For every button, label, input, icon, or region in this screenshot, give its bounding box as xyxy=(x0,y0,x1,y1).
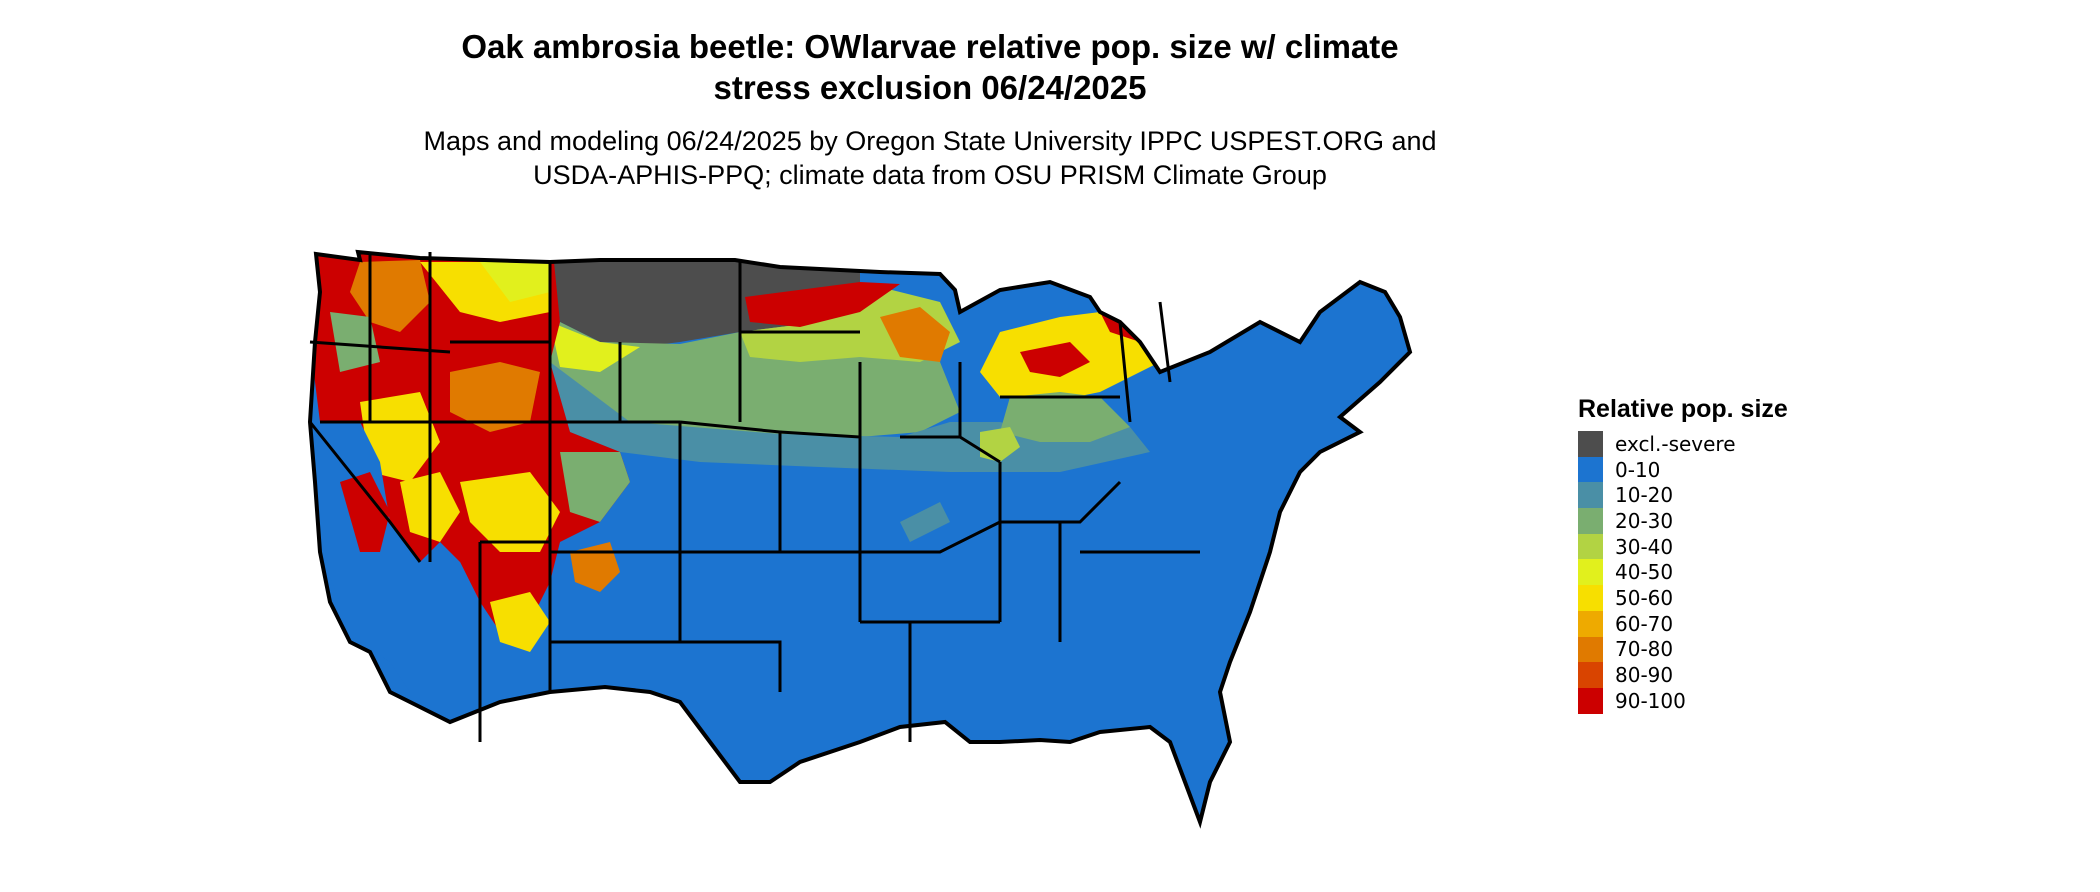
zone-50-60-colorado xyxy=(460,472,560,552)
zone-50-60-idaho xyxy=(360,392,440,482)
legend-item: 70-80 xyxy=(1578,636,1788,663)
legend-label: 0-10 xyxy=(1615,457,1661,482)
zone-30-40-appalachia xyxy=(980,427,1020,462)
zone-20-30-co-plains xyxy=(560,452,630,522)
legend-label: 90-100 xyxy=(1615,688,1686,713)
legend-item: 30-40 xyxy=(1578,533,1788,560)
legend-item: 80-90 xyxy=(1578,662,1788,688)
legend-swatch xyxy=(1578,687,1603,714)
legend-label: 50-60 xyxy=(1615,585,1674,610)
legend-item: 0-10 xyxy=(1578,456,1788,483)
legend-swatch xyxy=(1578,662,1603,688)
legend-label: 70-80 xyxy=(1615,637,1674,662)
zone-50-60-arizona xyxy=(490,592,550,652)
risk-raster xyxy=(310,252,1410,822)
legend-item: 10-20 xyxy=(1578,482,1788,509)
legend-label: excl.-severe xyxy=(1615,431,1736,456)
legend-label: 10-20 xyxy=(1615,483,1674,508)
legend: Relative pop. size excl.-severe 0-10 10-20… xyxy=(1578,394,1788,714)
legend-label: 60-70 xyxy=(1615,611,1674,636)
title-line-1: Oak ambrosia beetle: OWlarvae relative p… xyxy=(461,28,1399,65)
legend-item: 20-30 xyxy=(1578,508,1788,534)
map-title: Oak ambrosia beetle: OWlarvae relative p… xyxy=(380,26,1480,108)
legend-label: 80-90 xyxy=(1615,663,1674,688)
zone-70-80-wyoming xyxy=(450,362,540,432)
zone-70-80-michigan xyxy=(880,307,950,362)
legend-swatch xyxy=(1578,585,1603,611)
legend-item: 60-70 xyxy=(1578,610,1788,637)
legend-item: excl.-severe xyxy=(1578,431,1788,457)
legend-label: 20-30 xyxy=(1615,508,1674,533)
zone-20-30-cascades xyxy=(330,312,380,372)
zone-90-100-adirondacks xyxy=(1020,342,1090,377)
us-map xyxy=(308,250,1412,824)
legend-item: 40-50 xyxy=(1578,559,1788,586)
zone-90-100-maine xyxy=(1100,252,1200,342)
zone-40-50-plains xyxy=(550,322,640,372)
legend-item: 50-60 xyxy=(1578,585,1788,611)
legend-swatch xyxy=(1578,482,1603,509)
zone-40-50-montana xyxy=(480,262,550,302)
legend-swatch xyxy=(1578,636,1603,663)
legend-label: 40-50 xyxy=(1615,560,1674,585)
subtitle-line-1: Maps and modeling 06/24/2025 by Oregon S… xyxy=(423,126,1437,156)
subtitle-line-2: USDA-APHIS-PPQ; climate data from OSU PR… xyxy=(533,160,1327,190)
legend-swatch xyxy=(1578,533,1603,560)
legend-swatch xyxy=(1578,610,1603,637)
legend-swatch xyxy=(1578,431,1603,457)
legend-title: Relative pop. size xyxy=(1578,395,1788,423)
zone-90-100-up-michigan xyxy=(745,282,900,327)
zone-10-20-appalachia xyxy=(900,502,950,542)
zone-70-80-nm xyxy=(570,542,620,592)
legend-swatch xyxy=(1578,559,1603,586)
zone-20-30-ny-pa xyxy=(1000,392,1130,442)
legend-items: excl.-severe 0-10 10-20 20-30 30-40 40-50 50-6… xyxy=(1578,431,1788,714)
title-line-2: stress exclusion 06/24/2025 xyxy=(713,69,1147,106)
legend-swatch xyxy=(1578,456,1603,483)
legend-item: 90-100 xyxy=(1578,687,1788,714)
state-borders xyxy=(308,252,1200,742)
map-subtitle: Maps and modeling 06/24/2025 by Oregon S… xyxy=(380,124,1480,192)
legend-label: 30-40 xyxy=(1615,534,1674,559)
legend-swatch xyxy=(1578,508,1603,534)
zone-90-100-sierra xyxy=(340,472,390,552)
